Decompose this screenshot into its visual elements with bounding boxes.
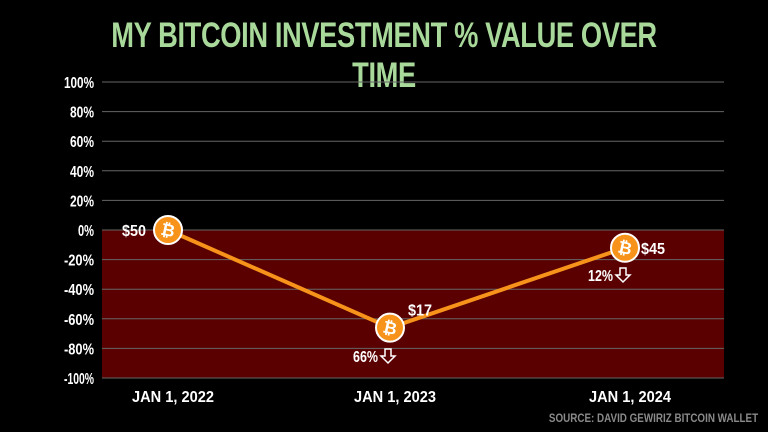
change-label: 66% xyxy=(353,349,378,366)
bitcoin-icon: ₿ xyxy=(375,312,405,343)
bitcoin-icon: ₿ xyxy=(153,215,183,245)
data-labels: $50 $17 $45 66% 12% xyxy=(122,223,665,366)
x-tick-label: JAN 1, 2022 xyxy=(132,389,214,406)
y-tick-label: -60% xyxy=(64,312,94,329)
data-points: ₿ ₿ ₿ xyxy=(153,215,640,343)
svg-text:₿: ₿ xyxy=(159,220,177,242)
bitcoin-icon: ₿ xyxy=(610,232,640,263)
x-tick-label: JAN 1, 2024 xyxy=(589,389,671,406)
source-note: SOURCE: DAVID GEWIRIZ BITCOIN WALLET xyxy=(548,411,758,425)
y-tick-label: 40% xyxy=(70,164,94,181)
down-arrow-icon xyxy=(379,348,397,365)
y-tick-label: 0% xyxy=(78,223,94,240)
y-tick-label: 80% xyxy=(70,105,94,122)
price-label: $17 xyxy=(408,303,432,320)
svg-text:₿: ₿ xyxy=(381,317,399,339)
x-axis-ticks: JAN 1, 2022 JAN 1, 2023 JAN 1, 2024 xyxy=(132,389,671,406)
price-label: $45 xyxy=(641,241,665,258)
y-tick-label: 20% xyxy=(70,193,94,210)
price-label: $50 xyxy=(122,223,146,240)
y-tick-label: 100% xyxy=(64,75,94,92)
y-tick-label: -100% xyxy=(64,371,94,388)
chart-title: MY BITCOIN INVESTMENT % VALUE OVER TIME xyxy=(111,16,657,95)
y-tick-label: -40% xyxy=(64,282,94,299)
change-label: 12% xyxy=(588,268,613,285)
y-tick-label: -80% xyxy=(64,341,94,358)
svg-text:₿: ₿ xyxy=(616,238,634,260)
down-arrow-icon xyxy=(614,267,632,284)
y-tick-label: -20% xyxy=(64,253,94,270)
y-axis-ticks: 100% 80% 60% 40% 20% 0% -20% -40% -60% -80% -100% xyxy=(64,75,94,388)
y-tick-label: 60% xyxy=(70,134,94,151)
x-tick-label: JAN 1, 2023 xyxy=(354,389,436,406)
